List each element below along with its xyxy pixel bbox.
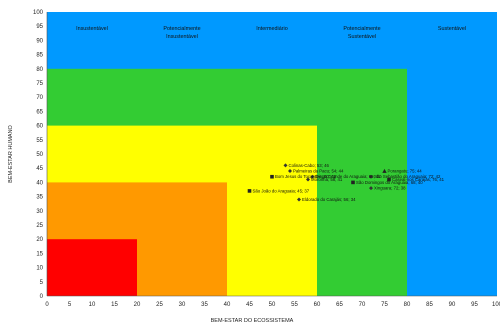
x-tick-label: 15 [111,302,118,308]
x-tick-label: 45 [246,302,253,308]
y-tick-label: 100 [33,10,44,16]
x-tick-label: 40 [224,302,231,308]
x-tick-label: 10 [89,302,96,308]
x-axis-title: BEM-ESTAR DO ECOSSISTEMA [211,318,294,324]
point-label: São Domingos do Araguaia; 68; 40 [356,180,423,185]
y-tick-label: 25 [36,223,43,229]
y-tick-label: 35 [36,195,43,201]
data-point [288,169,292,174]
sustainability-zones [47,12,497,296]
x-tick-label: 75 [381,302,388,308]
point-label: Eldorado do Carajás; 56; 34 [302,197,356,202]
x-tick-label: 60 [314,302,321,308]
y-tick-label: 80 [36,67,43,73]
point-label: Bom Jesus do Tocantins; 50; 42 [275,174,336,179]
y-tick-labels: 0 5 10 15 20 25 30 35 40 45 50 55 60 65 70 75 80 85 90 95 10… [33,10,44,300]
x-tick-label: 65 [336,302,343,308]
y-tick-label: 85 [36,53,43,59]
x-tick-label: 20 [134,302,141,308]
x-tick-label: 100 [492,302,500,308]
point-label: Diego Grande do Araguaia; 59; 42 [316,174,382,179]
data-point [369,186,373,191]
x-tick-label: 90 [449,302,456,308]
data-point [382,168,387,173]
x-tick-label: 55 [291,302,298,308]
zone-labels: Insustentável Potencialmente Insustentável… [76,26,466,40]
data-point [306,177,310,182]
zone-label: Intermediário [256,26,287,32]
x-tick-label: 70 [359,302,366,308]
y-tick-label: 15 [36,251,43,257]
y-tick-label: 70 [36,95,43,101]
data-point [247,189,252,193]
point-label: Caseal-rios Carajás; 76; 41 [392,177,445,182]
x-tick-labels: 0 5 10 15 20 25 30 35 40 45 50 55 60 65 70 75 80 85 90 95 10… [45,302,500,308]
data-points [247,163,391,202]
y-tick-label: 60 [36,124,43,130]
y-tick-label: 45 [36,166,43,172]
y-tick-label: 75 [36,81,43,87]
data-point [310,174,315,179]
point-label: Moronhá; 58; 41 [311,177,343,182]
zone-label: Potencialmente [163,26,200,32]
data-point [387,177,391,182]
point-label: Xinguara; 72; 38 [374,186,406,191]
data-point [369,174,373,179]
zone-label: Sustentável [348,34,376,40]
zone-insustent-vel [47,239,137,296]
y-tick-label: 50 [36,152,43,158]
axes [46,12,497,297]
x-tick-label: 95 [471,302,478,308]
point-label: São Sebastião do Araguaia; 72; 42 [374,174,441,179]
y-axis-title: BEM-ESTAR HUMANO [8,124,14,182]
y-tick-label: 20 [36,237,43,243]
zone-label: Insustentável [76,26,108,32]
x-tick-label: 80 [404,302,411,308]
y-tick-label: 65 [36,109,43,115]
data-point [270,174,274,179]
x-tick-label: 25 [156,302,163,308]
y-tick-label: 30 [36,209,43,215]
data-point [351,180,355,185]
zone-label: Potencialmente [343,26,380,32]
data-point [283,163,288,168]
y-tick-label: 90 [36,38,43,44]
y-tick-label: 55 [36,138,43,144]
x-tick-label: 30 [179,302,186,308]
x-tick-label: 35 [201,302,208,308]
x-tick-label: 85 [426,302,433,308]
point-label: Colinas-Cabo; 53; 46 [289,163,330,168]
y-tick-label: 95 [36,24,43,30]
y-tick-label: 5 [40,280,44,286]
point-label: Porangatu; 75; 44 [388,169,423,174]
zone-label: Sustentável [438,26,466,32]
point-label: São João do Araguaia; 45; 37 [253,188,310,193]
y-tick-label: 0 [40,294,44,300]
y-tick-label: 10 [36,266,43,272]
zone-label: Insustentável [166,34,198,40]
data-point [297,197,301,202]
y-tick-label: 40 [36,180,43,186]
x-tick-label: 0 [45,302,49,308]
x-tick-label: 50 [269,302,276,308]
point-label: Palmeiras da Pacu; 54; 44 [293,169,344,174]
x-tick-label: 5 [68,302,72,308]
point-labels: Porangatu; 75; 44 Caseal-rios Carajás; 76… [253,163,445,202]
